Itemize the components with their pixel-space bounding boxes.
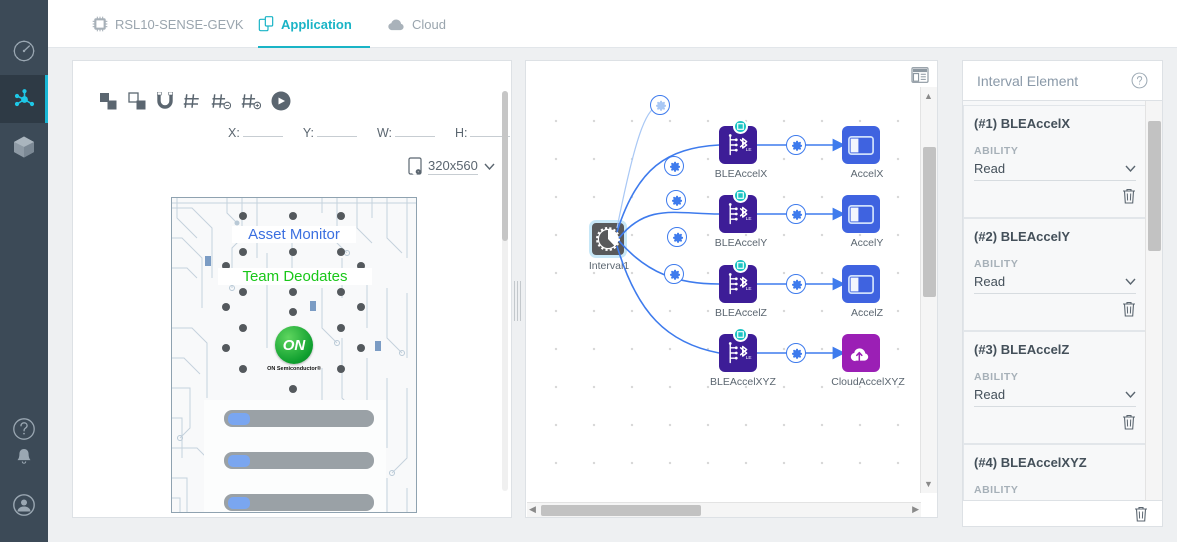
svg-text:LE: LE	[746, 355, 752, 361]
svg-text:LE: LE	[746, 147, 752, 153]
svg-text:LE: LE	[746, 216, 752, 222]
svg-text:LE: LE	[746, 286, 752, 292]
svg-text:+: +	[417, 170, 419, 174]
